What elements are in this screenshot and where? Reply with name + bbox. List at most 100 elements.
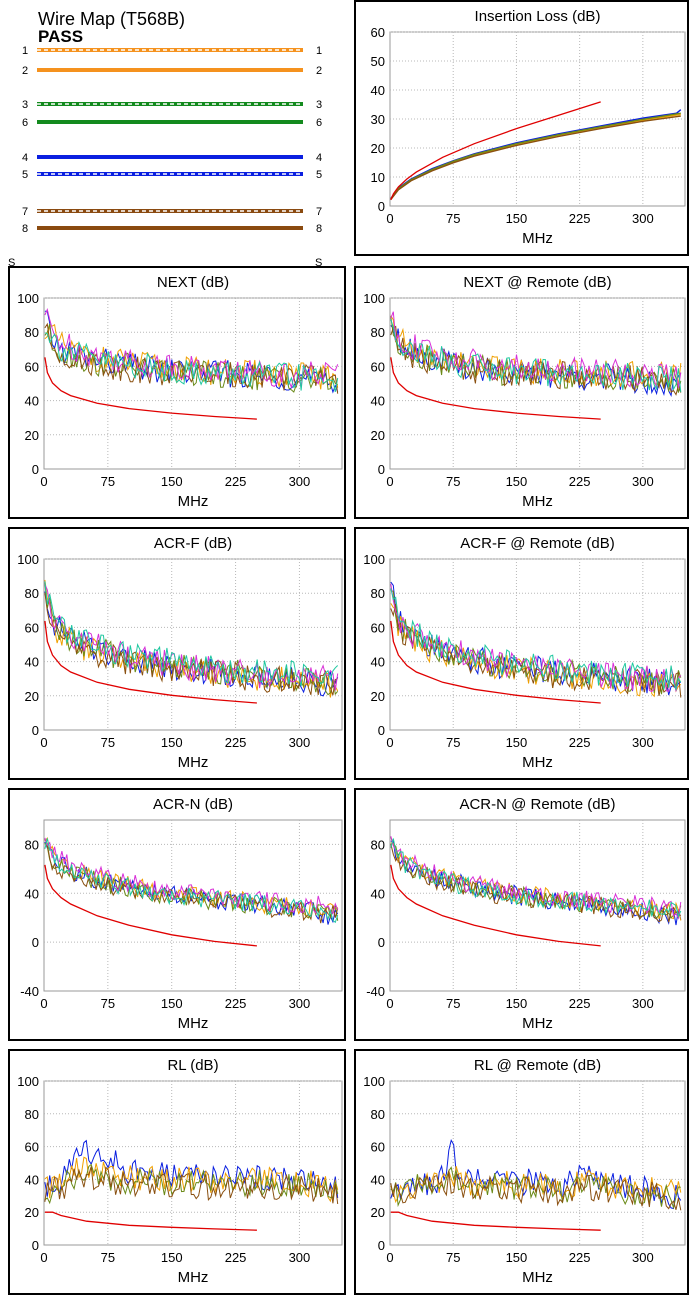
y-tick-label: 80 — [25, 1107, 39, 1122]
y-tick-label: 0 — [32, 462, 39, 477]
y-tick-label: 20 — [371, 1205, 385, 1220]
x-tick-label: 0 — [386, 211, 393, 226]
y-tick-label: 100 — [17, 291, 39, 306]
y-tick-label: 60 — [25, 1140, 39, 1155]
series-line — [44, 838, 339, 924]
y-tick-label: 0 — [378, 935, 385, 950]
limit-line — [390, 357, 601, 420]
x-tick-label: 150 — [506, 1250, 528, 1265]
x-tick-label: 150 — [161, 735, 183, 750]
y-tick-label: 80 — [25, 586, 39, 601]
series-line — [44, 332, 339, 393]
x-tick-label: 75 — [101, 996, 115, 1011]
y-tick-label: 0 — [32, 935, 39, 950]
chart-acr-f-remote: ACR-F @ Remote (dB) 0 75 150 225 300 0 20 40 60 80… — [354, 527, 689, 780]
wire-map: Wire Map (T568B) PASS 1 1 2 2 3 3 6 6 4 4 5 5 7 7 8 8 S S — [0, 0, 352, 268]
series-line — [390, 319, 682, 393]
x-tick-label: 225 — [569, 211, 591, 226]
y-tick-label: 60 — [371, 359, 385, 374]
x-tick-label: 75 — [446, 211, 460, 226]
series-group — [44, 836, 339, 947]
chart-title: ACR-F @ Remote (dB) — [460, 535, 614, 552]
series-line — [44, 581, 339, 687]
x-tick-label: 75 — [446, 1250, 460, 1265]
x-axis-label: MHz — [522, 493, 553, 510]
y-tick-label: 80 — [371, 586, 385, 601]
limit-line — [390, 620, 601, 704]
wire-pin-left: 2 — [22, 65, 28, 77]
x-tick-label: 150 — [506, 474, 528, 489]
chart-insertion-loss: Insertion Loss (dB) 0 75 150 225 300 0 10 20 30 40… — [354, 0, 689, 256]
limit-line — [44, 357, 257, 420]
y-tick-label: 100 — [363, 1074, 385, 1089]
chart-title: NEXT @ Remote (dB) — [463, 274, 611, 291]
x-tick-label: 300 — [289, 996, 311, 1011]
series-line — [390, 1166, 681, 1210]
series-line — [44, 1166, 339, 1205]
y-tick-label: 100 — [17, 1074, 39, 1089]
wire-pin-left: 4 — [22, 152, 28, 164]
x-tick-label: 225 — [569, 474, 591, 489]
wire-pin-left: 8 — [22, 223, 28, 235]
series-group — [390, 581, 682, 704]
x-axis-label: MHz — [178, 1015, 209, 1032]
plot-area — [389, 558, 686, 731]
x-tick-label: 300 — [632, 1250, 654, 1265]
x-axis-label: MHz — [178, 493, 209, 510]
series-group — [44, 308, 339, 420]
x-tick-label: 75 — [101, 474, 115, 489]
chart-svg: ACR-F @ Remote (dB) 0 75 150 225 300 0 20 40 60 80… — [363, 535, 686, 771]
chart-next: NEXT (dB) 0 75 150 225 300 0 20 40 60 80 100 MHz — [8, 266, 346, 519]
x-tick-label: 0 — [40, 996, 47, 1011]
y-tick-label: 20 — [371, 689, 385, 704]
series-group — [390, 101, 682, 201]
x-axis-label: MHz — [522, 1015, 553, 1032]
x-tick-label: 0 — [40, 474, 47, 489]
wire-map-end-right: S — [315, 257, 322, 268]
wire-map-title: Wire Map (T568B) — [38, 9, 186, 29]
y-tick-label: 60 — [371, 1140, 385, 1155]
wire-map-diagram: 1 1 2 2 3 3 6 6 4 4 5 5 7 7 8 8 S S — [8, 45, 322, 268]
series-line — [390, 838, 682, 919]
wire-pin-left: 7 — [22, 206, 28, 218]
x-axis-label: MHz — [522, 754, 553, 771]
wire-pin-right: 2 — [316, 65, 322, 77]
limit-line — [390, 1211, 601, 1231]
chart-svg: NEXT @ Remote (dB) 0 75 150 225 300 0 20 40 60 80 1… — [363, 274, 686, 510]
series-group — [390, 1138, 682, 1231]
series-line — [390, 112, 681, 200]
chart-acr-n-remote: ACR-N @ Remote (dB) 0 75 150 225 300 -40 0 40 80 M… — [354, 788, 689, 1041]
wire-pin-left: 1 — [22, 45, 28, 57]
y-tick-label: -40 — [20, 984, 39, 999]
wire-map-end-left: S — [8, 257, 15, 268]
x-tick-label: 75 — [101, 735, 115, 750]
plot-area — [389, 1080, 686, 1246]
y-tick-label: 50 — [371, 54, 385, 69]
series-line — [390, 603, 682, 698]
series-line — [390, 1166, 682, 1204]
y-tick-label: 40 — [371, 886, 385, 901]
y-tick-label: 80 — [371, 325, 385, 340]
series-line — [390, 1138, 682, 1210]
chart-svg: RL (dB) 0 75 150 225 300 0 20 40 60 80 100 MHz — [17, 1057, 343, 1286]
x-tick-label: 0 — [386, 996, 393, 1011]
series-line — [44, 591, 339, 697]
series-line — [44, 584, 339, 691]
x-tick-label: 225 — [225, 1250, 247, 1265]
x-tick-label: 300 — [632, 211, 654, 226]
x-tick-label: 300 — [289, 735, 311, 750]
y-tick-label: 10 — [371, 170, 385, 185]
x-tick-label: 225 — [225, 474, 247, 489]
chart-svg: NEXT (dB) 0 75 150 225 300 0 20 40 60 80 100 MHz — [17, 274, 343, 510]
chart-title: RL (dB) — [167, 1057, 218, 1074]
y-tick-label: 100 — [363, 291, 385, 306]
series-line — [390, 311, 682, 388]
x-tick-label: 225 — [225, 996, 247, 1011]
y-tick-label: 100 — [17, 552, 39, 567]
x-tick-label: 225 — [569, 735, 591, 750]
y-tick-label: 40 — [371, 1172, 385, 1187]
chart-title: RL @ Remote (dB) — [474, 1057, 601, 1074]
y-tick-label: 60 — [371, 25, 385, 40]
series-line — [390, 836, 682, 919]
